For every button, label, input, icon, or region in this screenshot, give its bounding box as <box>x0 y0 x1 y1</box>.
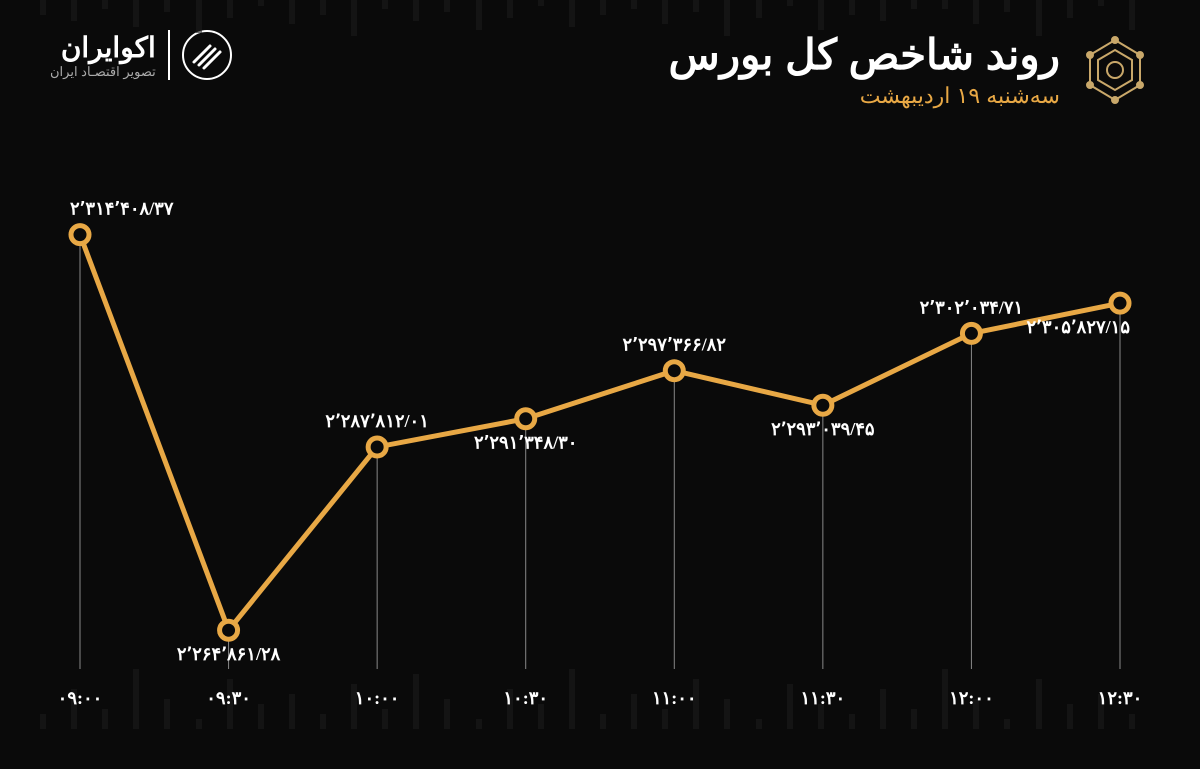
x-axis-label: ۱۰:۳۰ <box>503 688 548 708</box>
x-axis-label: ۰۹:۰۰ <box>60 688 102 708</box>
chart-subtitle: سه‌شنبه ۱۹ اردیبهشت <box>669 83 1060 109</box>
value-label: ۲٬۳۰۵٬۸۲۷/۱۵ <box>1027 317 1131 337</box>
value-label: ۲٬۲۹۱٬۳۴۸/۳۰ <box>474 433 578 453</box>
brand-logo-icon <box>182 30 232 80</box>
x-axis-label: ۱۰:۰۰ <box>355 688 400 708</box>
value-label: ۲٬۳۰۲٬۰۳۴/۷۱ <box>920 297 1024 317</box>
x-axis-label: ۰۹:۳۰ <box>206 688 251 708</box>
value-label: ۲٬۲۶۴٬۸۶۱/۲۸ <box>177 644 281 664</box>
x-axis-label: ۱۱:۰۰ <box>652 688 697 708</box>
emblem-icon <box>1080 35 1150 105</box>
brand-separator <box>168 30 170 80</box>
brand-tagline: تصویر اقتصـاد ایران <box>50 64 156 80</box>
line-chart: ۲٬۳۱۴٬۴۰۸/۳۷ ۲٬۲۶۴٬۸۶۱/۲۸ ۲٬۲۸۷٬۸۱۲/۰۱ ۲٬۲۹… <box>60 160 1140 729</box>
x-axis-label: ۱۲:۰۰ <box>949 688 994 708</box>
value-label: ۲٬۲۸۷٬۸۱۲/۰۱ <box>325 411 429 431</box>
x-axis-label: ۱۱:۳۰ <box>801 688 846 708</box>
value-label: ۲٬۲۹۷٬۳۶۶/۸۲ <box>623 335 727 355</box>
brand-name: اکوایران <box>50 31 156 64</box>
title-block: روند شاخص کل بورس سه‌شنبه ۱۹ اردیبهشت <box>669 30 1150 109</box>
x-axis-label: ۱۲:۳۰ <box>1098 688 1140 708</box>
chart-svg: ۲٬۳۱۴٬۴۰۸/۳۷ ۲٬۲۶۴٬۸۶۱/۲۸ ۲٬۲۸۷٬۸۱۲/۰۱ ۲٬۲۹… <box>60 160 1140 729</box>
value-label: ۲٬۳۱۴٬۴۰۸/۳۷ <box>70 199 174 219</box>
value-label: ۲٬۲۹۳٬۰۳۹/۴۵ <box>771 419 875 439</box>
chart-title: روند شاخص کل بورس <box>669 30 1060 79</box>
header: روند شاخص کل بورس سه‌شنبه ۱۹ اردیبهشت اک… <box>0 0 1200 119</box>
brand-block: اکوایران تصویر اقتصـاد ایران <box>50 30 232 80</box>
